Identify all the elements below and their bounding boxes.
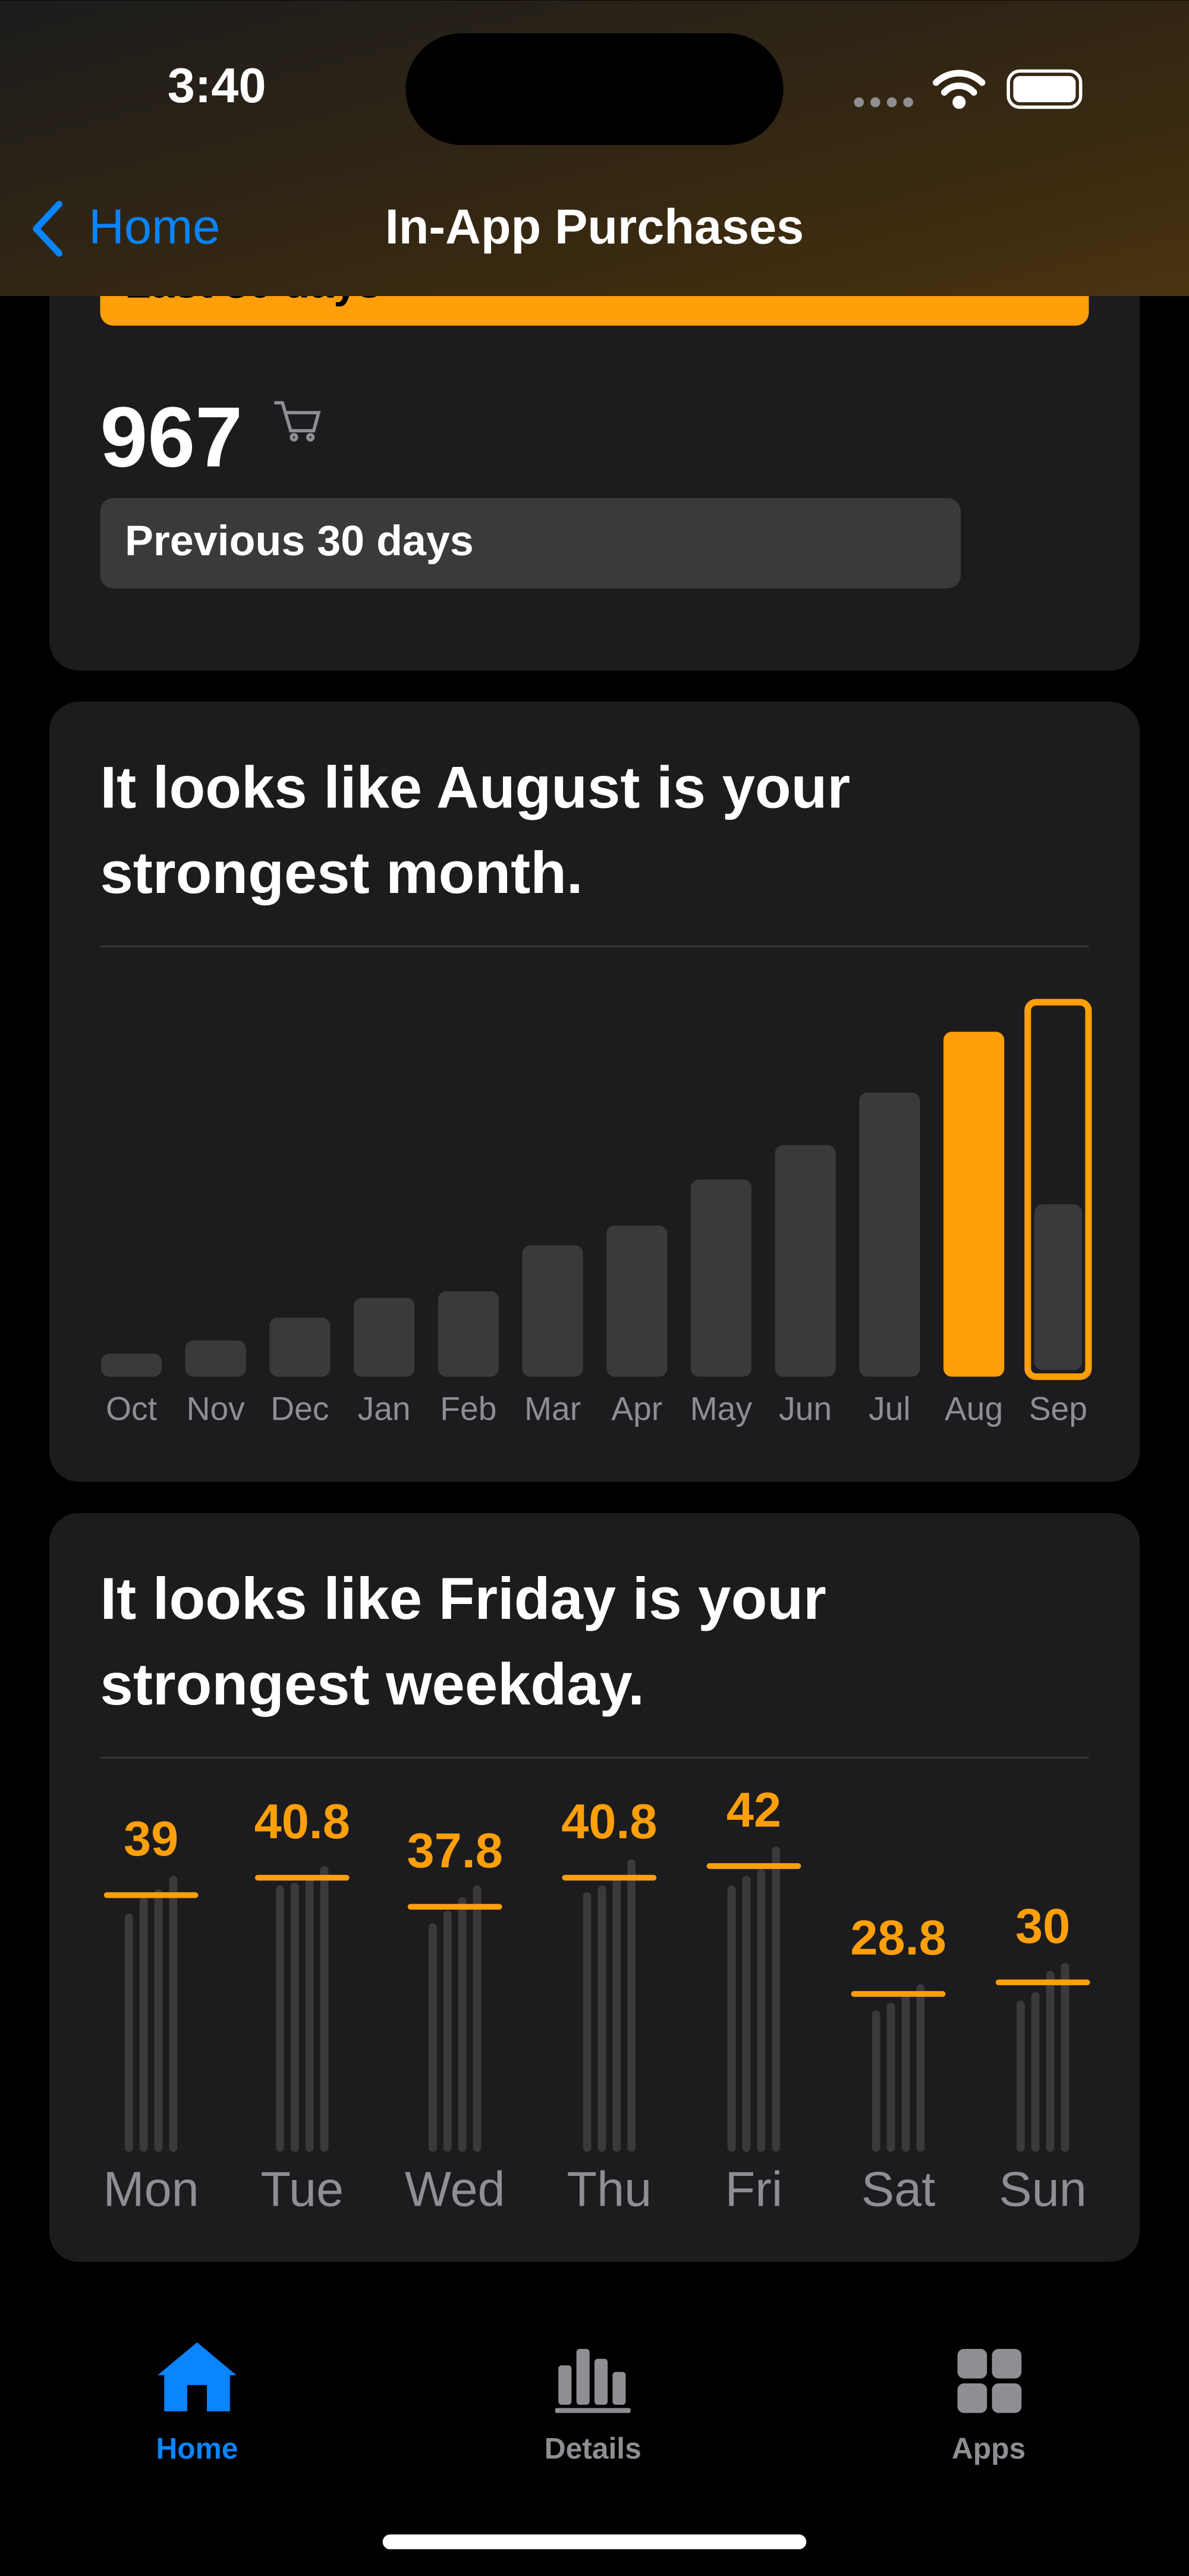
comparison-box xyxy=(100,498,961,589)
week-bar xyxy=(473,1885,482,2152)
x-tick-label: Jan xyxy=(358,1390,411,1427)
x-tick-label: Fri xyxy=(725,2161,783,2216)
x-tick-label: Dec xyxy=(270,1390,329,1427)
value-label: 39 xyxy=(124,1811,178,1866)
value-label: 42 xyxy=(726,1782,781,1837)
x-tick-label: Aug xyxy=(945,1390,1003,1427)
value-label: 40.8 xyxy=(561,1794,657,1849)
bar xyxy=(354,1298,415,1377)
week-bar xyxy=(428,1923,437,2152)
bar xyxy=(522,1245,583,1377)
week-bar xyxy=(757,1869,766,2152)
x-tick-label: Sep xyxy=(1029,1390,1087,1427)
week-bar xyxy=(916,1984,925,2152)
bar xyxy=(438,1291,499,1377)
battery-outline xyxy=(1006,69,1083,109)
back-chevron[interactable] xyxy=(33,200,62,257)
x-tick-label: Tue xyxy=(260,2161,344,2216)
x-tick-label: Wed xyxy=(405,2161,505,2216)
x-tick-label: Mon xyxy=(103,2161,199,2216)
summary-value: 967 xyxy=(100,390,243,485)
chart-title: strongest weekday. xyxy=(100,1652,645,1718)
week-bar xyxy=(597,1885,606,2152)
week-bar xyxy=(872,2010,880,2152)
week-bar xyxy=(886,2002,895,2152)
dynamic-island xyxy=(405,33,784,145)
nav-title: In-App Purchases xyxy=(385,199,804,254)
week-bar xyxy=(458,1897,467,2152)
tab-labels: Home Details Apps xyxy=(156,2432,1026,2465)
bar xyxy=(606,1225,668,1377)
week-bar xyxy=(443,1910,452,2152)
home-indicator xyxy=(382,2534,807,2550)
bar xyxy=(269,1317,331,1377)
chart-title: It looks like Friday is your xyxy=(100,1566,826,1632)
week-bar xyxy=(124,1913,133,2152)
week-bar xyxy=(1016,2001,1025,2152)
week-bar xyxy=(727,1885,736,2152)
x-tick-label: Apr xyxy=(611,1390,662,1427)
x-tick-label: Sun xyxy=(999,2161,1086,2216)
tab-label[interactable]: Details xyxy=(545,2432,641,2465)
week-bar xyxy=(1031,1992,1040,2152)
chart-title: It looks like August is your xyxy=(100,755,851,821)
details-icon[interactable] xyxy=(555,2349,631,2413)
x-tick-label: Sat xyxy=(861,2161,935,2216)
week-bar xyxy=(305,1876,314,2152)
bar xyxy=(943,1031,1005,1377)
bar xyxy=(775,1145,836,1377)
tab-bar xyxy=(0,2291,1189,2576)
back-button[interactable]: Home xyxy=(89,199,220,254)
week-bar xyxy=(612,1876,621,2152)
charts: It looks like August is your strongest mo… xyxy=(100,755,1092,2216)
bar xyxy=(100,1353,162,1377)
week-bar xyxy=(772,1847,781,2152)
tab-label[interactable]: Home xyxy=(156,2432,238,2465)
week-bar xyxy=(154,1889,163,2152)
bar xyxy=(690,1180,752,1377)
x-tick-label: Oct xyxy=(106,1390,157,1427)
value-label: 28.8 xyxy=(850,1910,946,1965)
x-tick-label: Mar xyxy=(524,1390,581,1427)
projected-bar xyxy=(1024,999,1092,1380)
week-bar xyxy=(583,1892,592,2152)
value-label: 37.8 xyxy=(407,1823,503,1878)
wifi-icon xyxy=(933,70,986,109)
value-label: 40.8 xyxy=(254,1794,350,1849)
week-bar xyxy=(1046,1970,1055,2152)
cart-icon xyxy=(274,401,321,442)
bar xyxy=(185,1340,246,1377)
status-time: 3:40 xyxy=(168,58,266,113)
week-bar xyxy=(290,1882,299,2152)
week-bar xyxy=(169,1876,178,2152)
bar xyxy=(859,1092,920,1377)
apps-icon[interactable] xyxy=(957,2349,1022,2413)
comparison-text: Previous 30 days xyxy=(125,517,474,565)
week-bar xyxy=(139,1897,148,2152)
week-bar xyxy=(320,1866,329,2152)
home-icon[interactable] xyxy=(158,2342,237,2412)
x-tick-label: Jul xyxy=(869,1390,911,1427)
x-tick-label: May xyxy=(690,1390,753,1427)
week-bar xyxy=(1061,1962,1070,2152)
battery-level xyxy=(1013,76,1076,103)
chart-title: strongest month. xyxy=(100,840,583,906)
week-bar xyxy=(742,1876,751,2152)
signal-icon xyxy=(854,97,913,108)
tab-label[interactable]: Apps xyxy=(952,2432,1026,2465)
x-tick-label: Nov xyxy=(187,1390,246,1427)
week-bar xyxy=(276,1885,284,2152)
x-tick-label: Feb xyxy=(440,1390,496,1427)
bar xyxy=(1034,1204,1082,1370)
week-bar xyxy=(901,1992,910,2152)
x-tick-label: Jun xyxy=(779,1390,832,1427)
x-tick-label: Thu xyxy=(567,2161,652,2216)
week-bar xyxy=(627,1859,636,2152)
value-label: 30 xyxy=(1015,1898,1070,1954)
